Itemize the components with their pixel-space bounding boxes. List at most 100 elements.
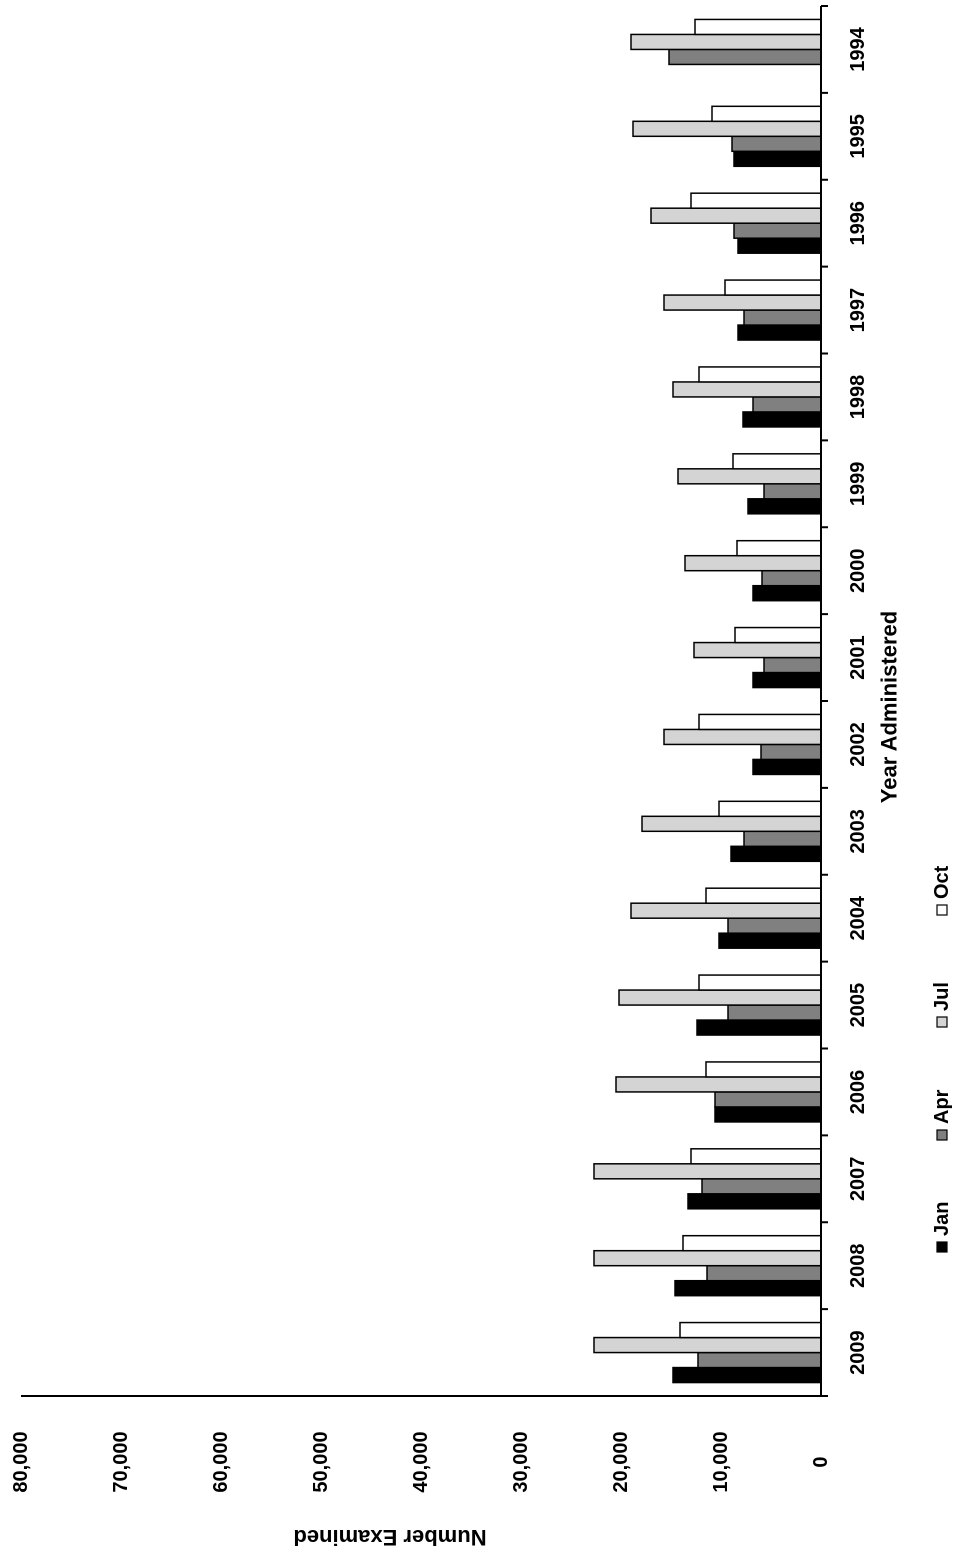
bar-jan-2001: [753, 673, 821, 688]
bar-jul-2003: [642, 816, 821, 831]
bar-jan-1998: [743, 412, 821, 427]
bar-jul-1996: [651, 208, 821, 223]
bar-oct-2003: [719, 801, 821, 816]
x-axis-title: Year Administered: [877, 611, 902, 803]
bar-jul-1994: [631, 34, 821, 49]
bar-jul-2008: [594, 1251, 821, 1266]
legend-label-jan: Jan: [931, 1202, 953, 1236]
legend-label-jul: Jul: [931, 982, 953, 1011]
bar-oct-1994: [695, 19, 821, 34]
category-label: 1998: [847, 375, 869, 420]
bar-oct-2006: [706, 1062, 821, 1077]
category-label: 2005: [847, 983, 869, 1028]
bar-apr-1997: [744, 310, 821, 325]
category-label: 2000: [847, 548, 869, 593]
y-tick-label: 40,000: [410, 1431, 432, 1492]
bar-jan-2004: [719, 933, 821, 948]
bar-apr-2000: [762, 571, 821, 586]
y-axis-ticks: 0 10,000 20,000 30,000 40,000 50,000 60,000 70,…: [10, 1431, 832, 1492]
bar-apr-2007: [702, 1179, 821, 1194]
legend-label-oct: Oct: [931, 865, 953, 899]
category-label: 1997: [847, 288, 869, 333]
bar-jul-1997: [664, 295, 821, 310]
bar-oct-1997: [725, 280, 821, 295]
bar-oct-2009: [680, 1323, 821, 1338]
legend-swatch-oct: [937, 905, 947, 915]
bar-apr-2009: [698, 1353, 821, 1368]
bar-oct-2007: [691, 1149, 821, 1164]
legend-swatch-apr: [937, 1130, 947, 1140]
bar-jul-1995: [633, 121, 821, 136]
bar-jul-2000: [685, 556, 821, 571]
category-label: 1996: [847, 201, 869, 246]
bar-jan-1999: [748, 499, 821, 514]
bars: [594, 19, 821, 1382]
bar-jul-1998: [673, 382, 821, 397]
bar-apr-1998: [753, 397, 821, 412]
bar-oct-2008: [683, 1236, 821, 1251]
bar-jan-1997: [738, 325, 821, 340]
y-tick-label: 10,000: [710, 1431, 732, 1492]
bar-jul-2005: [619, 990, 821, 1005]
bar-oct-1998: [699, 367, 821, 382]
bar-apr-1999: [764, 484, 821, 499]
bar-jul-2004: [631, 903, 821, 918]
x-axis-ticks: 1994 1995 1996 1997 1998 1999 2000 2001 2002 2003…: [821, 6, 869, 1396]
bar-apr-2001: [764, 658, 821, 673]
category-label: 1994: [847, 26, 869, 71]
bar-jul-2007: [594, 1164, 821, 1179]
y-tick-label: 0: [810, 1456, 832, 1467]
category-label: 2007: [847, 1157, 869, 1202]
category-label: 2006: [847, 1070, 869, 1115]
category-label: 1999: [847, 462, 869, 507]
bar-oct-1999: [733, 454, 821, 469]
bar-jul-1999: [678, 469, 821, 484]
category-label: 2009: [847, 1330, 869, 1375]
bar-jan-2006: [715, 1107, 821, 1122]
bar-oct-1996: [691, 193, 821, 208]
y-tick-label: 80,000: [10, 1431, 32, 1492]
bar-jan-2008: [675, 1281, 821, 1296]
bar-apr-2002: [761, 744, 821, 759]
bar-jan-1996: [738, 238, 821, 253]
bar-apr-1996: [734, 223, 821, 238]
category-label: 2004: [847, 895, 869, 940]
bar-jan-2005: [697, 1020, 821, 1035]
category-label: 2001: [847, 635, 869, 680]
bar-oct-2004: [706, 888, 821, 903]
bar-apr-2008: [707, 1266, 821, 1281]
bar-jul-2001: [694, 643, 821, 658]
legend: Jan Apr Jul Oct: [931, 865, 953, 1252]
category-label: 2008: [847, 1243, 869, 1288]
bar-oct-2005: [699, 975, 821, 990]
bar-jan-2000: [753, 586, 821, 601]
legend-swatch-jan: [937, 1242, 947, 1252]
y-tick-label: 70,000: [110, 1431, 132, 1492]
bar-oct-1995: [712, 106, 821, 121]
category-label: 2002: [847, 722, 869, 767]
bar-jan-1995: [734, 151, 821, 166]
bar-jul-2009: [594, 1338, 821, 1353]
bar-apr-2004: [728, 918, 821, 933]
bar-jul-2006: [616, 1077, 821, 1092]
category-label: 2003: [847, 809, 869, 854]
bar-apr-2003: [744, 831, 821, 846]
bar-apr-2006: [715, 1092, 821, 1107]
bar-jan-2002: [753, 759, 821, 774]
bar-jan-2007: [688, 1194, 821, 1209]
bar-apr-2005: [728, 1005, 821, 1020]
y-tick-label: 60,000: [210, 1431, 232, 1492]
y-tick-label: 20,000: [610, 1431, 632, 1492]
bar-jul-2002: [664, 729, 821, 744]
category-label: 1995: [847, 114, 869, 159]
bar-oct-2001: [735, 628, 821, 643]
y-tick-label: 30,000: [510, 1431, 532, 1492]
legend-label-apr: Apr: [931, 1089, 953, 1124]
y-tick-label: 50,000: [310, 1431, 332, 1492]
bar-oct-2002: [699, 714, 821, 729]
bar-apr-1994: [669, 49, 821, 64]
bar-jan-2009: [673, 1368, 821, 1383]
legend-swatch-jul: [937, 1017, 947, 1027]
y-axis-title: Number Examined: [293, 1525, 486, 1550]
